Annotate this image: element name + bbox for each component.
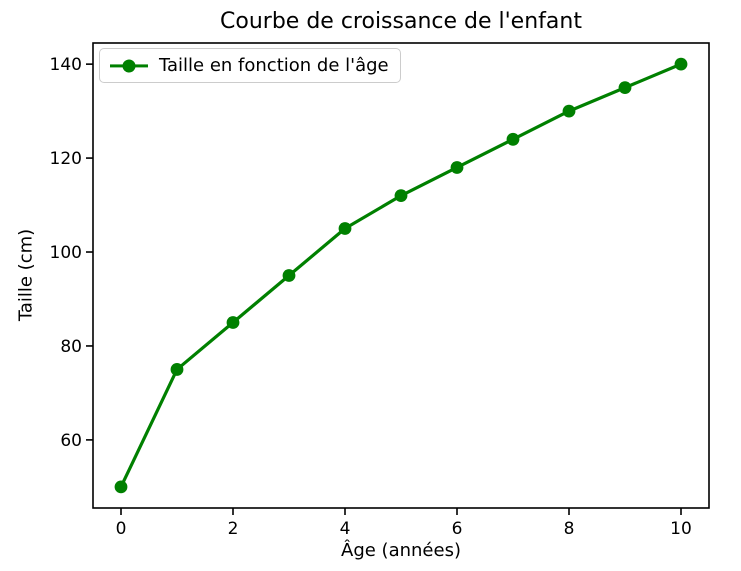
data-point <box>674 57 688 71</box>
legend-circle-marker-icon <box>122 59 136 72</box>
x-tick-label: 6 <box>452 519 463 539</box>
y-tick-label: 100 <box>50 243 82 263</box>
x-tick-label: 0 <box>116 519 127 539</box>
data-point <box>114 480 128 494</box>
data-point <box>226 316 240 329</box>
data-point <box>450 161 464 174</box>
plot-border <box>92 42 710 509</box>
legend-label: Taille en fonction de l'âge <box>159 55 389 76</box>
y-tick-label: 80 <box>60 337 82 357</box>
data-point <box>562 104 576 118</box>
y-tick-label: 140 <box>50 55 82 75</box>
data-point <box>506 132 520 146</box>
data-point <box>394 189 408 203</box>
x-tick-label: 10 <box>670 519 692 539</box>
data-point <box>170 363 184 376</box>
legend: Taille en fonction de l'âge <box>99 48 401 83</box>
data-line <box>119 62 683 489</box>
chart-title: Courbe de croissance de l'enfant <box>220 9 582 34</box>
x-axis-label: Âge (années) <box>341 540 461 561</box>
y-tick-label: 60 <box>60 431 82 451</box>
y-tick-label: 120 <box>50 149 82 169</box>
data-point <box>282 269 296 282</box>
x-tick-label: 2 <box>228 519 239 539</box>
y-axis-label: Taille (cm) <box>15 228 37 322</box>
x-tick-label: 4 <box>340 519 351 539</box>
data-point <box>338 222 352 235</box>
x-tick-label: 8 <box>564 519 575 539</box>
legend-line-marker-swatch <box>110 59 148 73</box>
data-point <box>618 81 632 95</box>
